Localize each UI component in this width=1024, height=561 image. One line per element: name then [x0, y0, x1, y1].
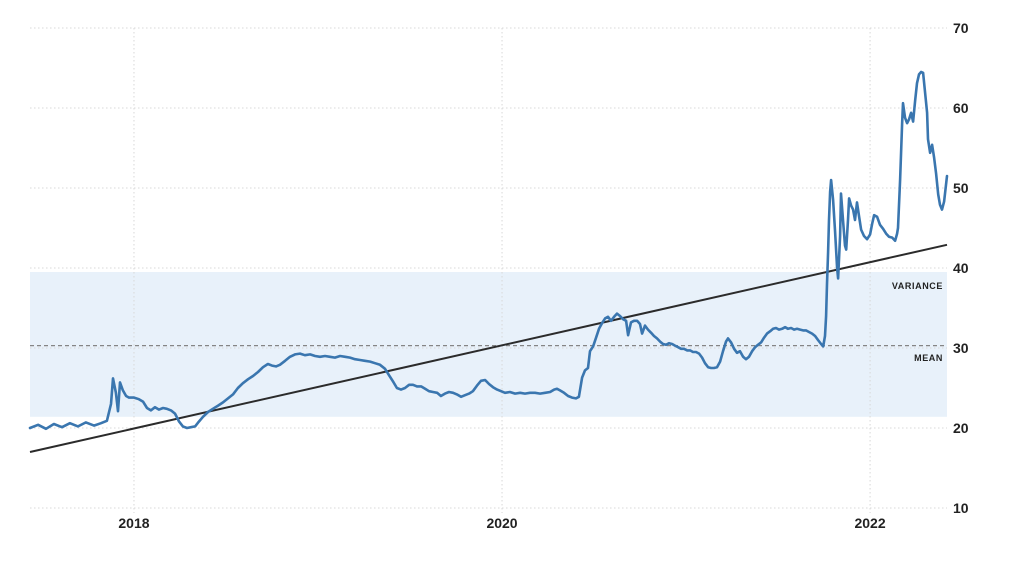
gridline-layer — [30, 27, 947, 513]
y-tick-label: 40 — [953, 260, 969, 276]
variance-band-layer — [30, 272, 947, 417]
mean-label: MEAN — [914, 353, 943, 363]
y-tick-label: 30 — [953, 340, 969, 356]
y-tick-label: 70 — [953, 20, 969, 36]
y-tick-label: 10 — [953, 500, 969, 516]
variance-band — [30, 272, 947, 417]
variance-label: VARIANCE — [892, 281, 943, 291]
x-tick-label: 2020 — [486, 515, 517, 531]
price-series-line — [28, 70, 949, 431]
axis-label-layer: 70 60 50 40 30 20 10 2018 2020 2022 VARIANCE MEAN — [118, 20, 968, 531]
trend-line — [29, 243, 948, 453]
x-tick-label: 2018 — [118, 515, 149, 531]
y-tick-label: 20 — [953, 420, 969, 436]
x-tick-label: 2022 — [854, 515, 885, 531]
trend-line-layer — [29, 243, 948, 453]
series-layer — [28, 70, 949, 431]
y-tick-label: 60 — [953, 100, 969, 116]
y-tick-label: 50 — [953, 180, 969, 196]
